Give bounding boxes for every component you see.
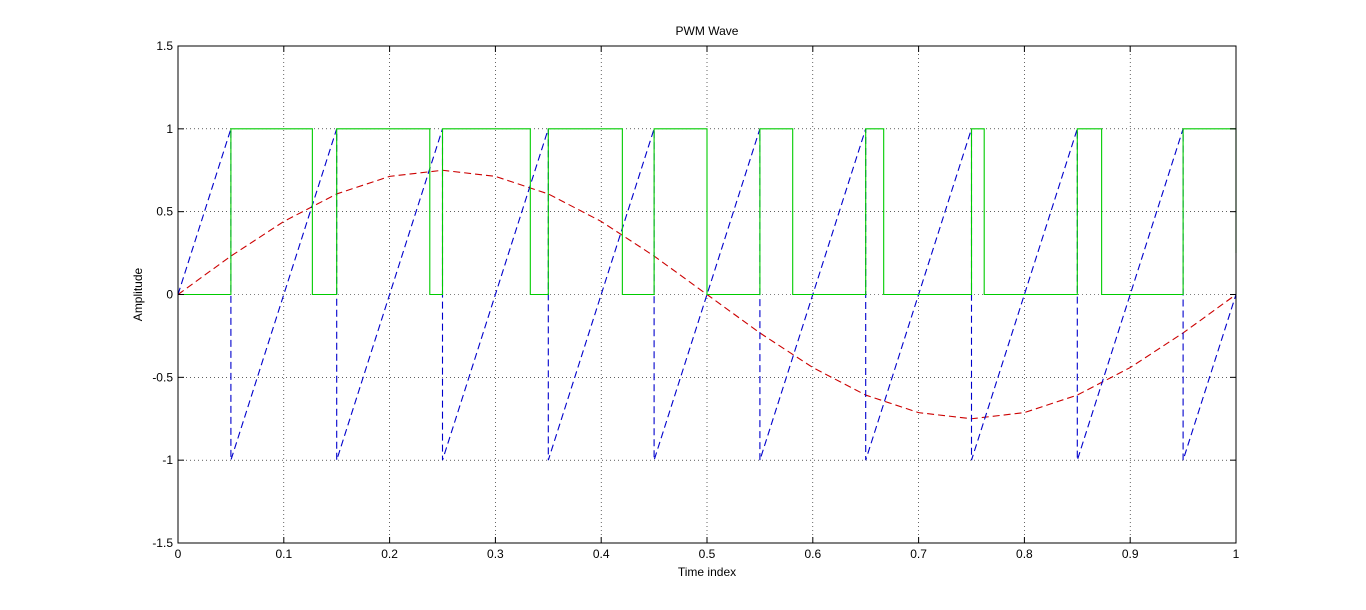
x-tick-label: 0.6 bbox=[804, 547, 821, 561]
y-tick-label: 0.5 bbox=[156, 205, 173, 219]
x-tick-label: 0.2 bbox=[381, 547, 398, 561]
x-axis-label: Time index bbox=[678, 565, 736, 579]
y-tick-label: 1.5 bbox=[156, 39, 173, 53]
x-tick-label: 0.4 bbox=[593, 547, 610, 561]
x-tick-labels: 0 0.1 0.2 0.3 0.4 0.5 0.6 0.7 0.8 0.9 1 bbox=[175, 547, 1240, 561]
x-tick-label: 0.8 bbox=[1016, 547, 1033, 561]
x-tick-label: 0.1 bbox=[275, 547, 292, 561]
pwm-output-line bbox=[178, 128, 1237, 296]
y-tick-label: -0.5 bbox=[152, 370, 173, 384]
y-tick-label: -1.5 bbox=[152, 536, 173, 550]
y-tick-label: 1 bbox=[166, 122, 173, 136]
x-tick-label: 0.5 bbox=[699, 547, 716, 561]
y-axis-label: Amplitude bbox=[131, 268, 145, 322]
x-tick-label: 0.7 bbox=[910, 547, 927, 561]
chart-title: PWM Wave bbox=[676, 24, 739, 38]
x-tick-label: 1 bbox=[1233, 547, 1240, 561]
tick-marks bbox=[177, 45, 1237, 544]
y-tick-label: 0 bbox=[166, 288, 173, 302]
y-tick-labels: -1.5 -1 -0.5 0 0.5 1 1.5 bbox=[152, 39, 173, 550]
series-layer bbox=[177, 128, 1237, 461]
y-tick-label: -1 bbox=[162, 453, 173, 467]
x-tick-label: 0.9 bbox=[1122, 547, 1139, 561]
x-tick-label: 0.3 bbox=[487, 547, 504, 561]
x-tick-label: 0 bbox=[175, 547, 182, 561]
